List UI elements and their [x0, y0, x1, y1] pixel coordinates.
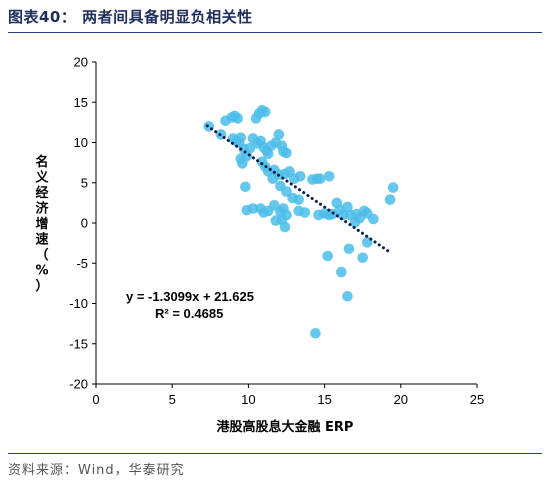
x-axis-label: 港股高股息大金融 ERP [217, 419, 354, 435]
data-point [322, 250, 333, 262]
figure-title: 图表40： 两者间具备明显负相关性 [8, 8, 253, 26]
x-tick-label: 10 [241, 392, 255, 407]
y-axis-label: 名义经济增速（%） [35, 154, 49, 294]
y-tick-label: -15 [69, 336, 88, 351]
data-point [342, 201, 353, 213]
data-point [314, 173, 326, 185]
x-tick-label: 20 [394, 392, 408, 407]
trend-equation: y = -1.3099x + 21.625 [126, 289, 254, 304]
data-point [232, 113, 244, 124]
data-point [384, 194, 396, 205]
y-tick-label: -5 [76, 256, 88, 271]
data-point [203, 121, 215, 132]
data-point [387, 182, 399, 193]
y-tick-label: 10 [74, 135, 88, 150]
source-note: 资料来源：Wind，华泰研究 [8, 463, 185, 478]
data-point [357, 252, 369, 263]
data-point [342, 290, 353, 302]
data-point [270, 215, 282, 226]
x-tick-label: 15 [317, 392, 331, 407]
data-point [293, 194, 304, 205]
data-point [349, 216, 361, 228]
y-tick-label: -20 [69, 377, 88, 392]
data-point [240, 181, 251, 193]
data-point [267, 173, 279, 185]
x-tick-label: 0 [92, 392, 99, 407]
trendline-group [205, 124, 392, 254]
data-point [235, 132, 247, 143]
data-point [310, 327, 321, 339]
y-tick-label: 0 [81, 216, 88, 231]
x-tick-label: 5 [169, 392, 176, 407]
data-points [203, 105, 399, 339]
data-point [279, 221, 291, 233]
data-point [259, 106, 271, 118]
footer-divider [8, 453, 542, 454]
data-point [262, 148, 274, 160]
data-point [336, 266, 347, 278]
data-point [244, 142, 256, 154]
x-tick-label: 25 [470, 392, 484, 407]
data-point [323, 171, 335, 182]
trendline [205, 124, 392, 254]
y-tick-label: -10 [69, 296, 88, 311]
data-point [337, 209, 349, 221]
data-point [343, 243, 355, 255]
y-tick-label: 20 [74, 55, 88, 70]
data-point [294, 171, 306, 182]
y-tick-label: 15 [74, 95, 88, 110]
title-divider [8, 32, 542, 33]
data-point [281, 147, 292, 159]
chart-axes: 20 15 10 5 0 -5 -10 -15 -20 0 5 10 15 20 25 名义经济增速（%） [35, 55, 484, 408]
trend-r-squared: R² = 0.4685 [155, 306, 223, 321]
data-point [241, 204, 253, 216]
data-point [299, 207, 311, 218]
data-point [368, 213, 379, 225]
y-tick-label: 5 [81, 175, 88, 190]
data-point [273, 129, 285, 140]
